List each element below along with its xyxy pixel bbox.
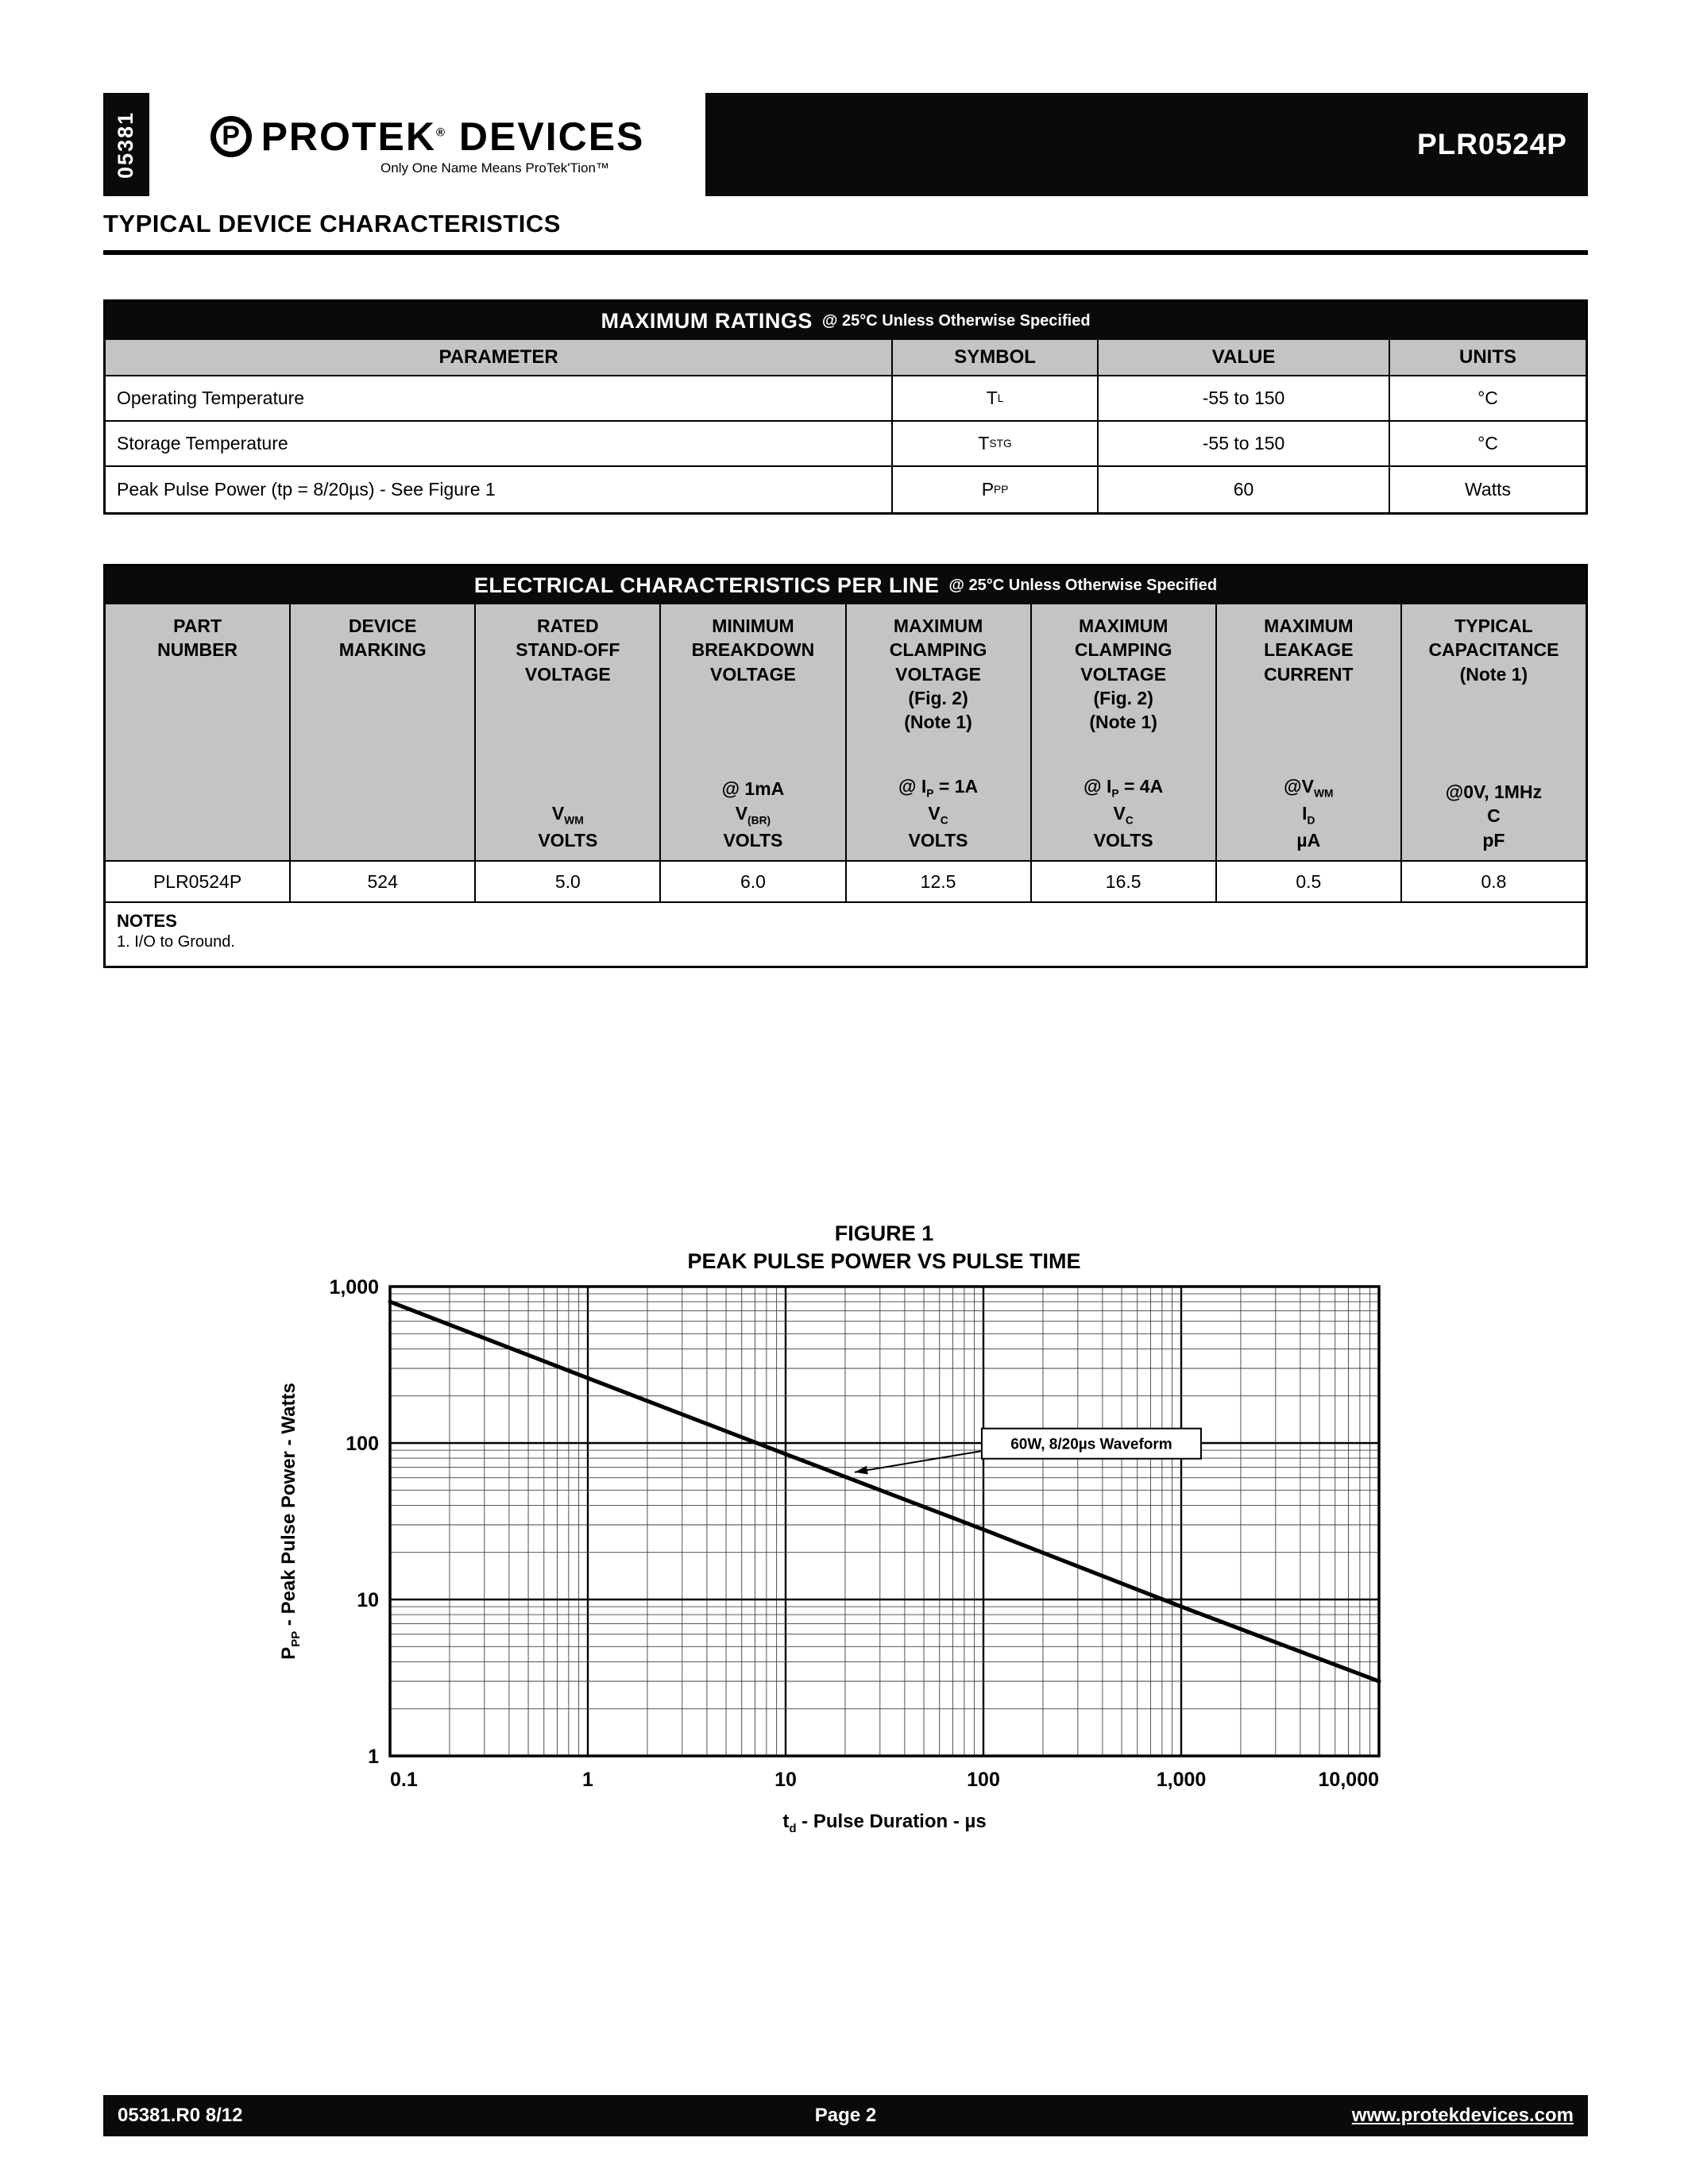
footer-website-link[interactable]: www.protekdevices.com	[1351, 2105, 1574, 2126]
table-cell-breakdown-voltage: 6.0	[661, 862, 847, 901]
footer-bar: 05381.R0 8/12 Page 2 www.protekdevices.c…	[103, 2095, 1588, 2136]
table-title: MAXIMUM RATINGS	[601, 308, 813, 333]
doc-number-tab: 05381	[103, 93, 149, 196]
figure1-chart: 0.1 1 10 100 1,000 10,000 1,000 100 10 1 td - Puls…	[278, 1276, 1381, 1835]
table-cell-clamping-voltage-4a: 16.5	[1032, 862, 1217, 901]
table-cell-standoff-voltage: 5.0	[476, 862, 662, 901]
title-rule	[103, 250, 1588, 255]
electrical-characteristics-table: ELECTRICAL CHARACTERISTICS PER LINE @ 25…	[103, 564, 1588, 968]
column-header-capacitance: TYPICAL CAPACITANCE (Note 1) @0V, 1MHz C…	[1428, 615, 1559, 851]
part-number-header: PLR0524P	[1417, 128, 1567, 160]
doc-number-vertical: 05381	[114, 110, 138, 179]
column-header-parameter: PARAMETER	[106, 340, 894, 375]
column-header-value: VALUE	[1099, 340, 1391, 375]
protek-wordmark: PROTEK® DEVICES	[261, 114, 645, 159]
table-cell-leakage-current: 0.5	[1217, 862, 1402, 901]
column-header-breakdown-voltage: MINIMUM BREAKDOWN VOLTAGE @ 1mA V(BR) VO…	[661, 604, 847, 860]
table-cell-part-number: PLR0524P	[106, 862, 292, 901]
svg-text:0.1: 0.1	[390, 1769, 418, 1791]
table-title-condition: @ 25°C Unless Otherwise Specified	[948, 576, 1218, 594]
table-cell-symbol: P PP	[893, 467, 1099, 512]
table-row: Storage Temperature T STG -55 to 150 °C	[106, 422, 1586, 467]
svg-text:60W, 8/20µs Waveform: 60W, 8/20µs Waveform	[1010, 1437, 1172, 1453]
table-cell-capacitance: 0.8	[1481, 870, 1507, 892]
column-header-clamping-voltage-4a: MAXIMUM CLAMPING VOLTAGE (Fig. 2) (Note …	[1032, 604, 1217, 860]
table-cell-parameter: Storage Temperature	[106, 422, 894, 465]
table-cell-value: 60	[1099, 467, 1391, 512]
footer-doc-revision: 05381.R0 8/12	[118, 2105, 243, 2126]
electrical-characteristics-header-row: PART NUMBER DEVICE MARKING RATED STAND-O…	[106, 604, 1586, 862]
table-cell-units: °C	[1477, 388, 1498, 408]
figure1-title: FIGURE 1	[834, 1221, 934, 1245]
registered-mark: ®	[435, 125, 446, 139]
maximum-ratings-table: MAXIMUM RATINGS @ 25°C Unless Otherwise …	[103, 299, 1588, 515]
notes-section: NOTES 1. I/O to Ground.	[106, 903, 1586, 966]
table-row: Peak Pulse Power (tp = 8/20µs) - See Fig…	[106, 467, 1586, 512]
svg-text:1,000: 1,000	[1157, 1769, 1207, 1791]
table-cell-value: -55 to 150	[1099, 422, 1391, 465]
note-line: 1. I/O to Ground.	[117, 933, 235, 951]
svg-text:PPP - Peak Pulse Power - Watts: PPP - Peak Pulse Power - Watts	[278, 1383, 303, 1660]
column-header-clamping-voltage-1a: MAXIMUM CLAMPING VOLTAGE (Fig. 2) (Note …	[847, 604, 1032, 860]
table-cell-value: -55 to 150	[1099, 376, 1391, 420]
column-header-leakage-current: MAXIMUM LEAKAGE CURRENT @VWM ID µA	[1217, 604, 1402, 860]
protek-logo-row: P PROTEK® DEVICES	[210, 114, 645, 160]
svg-text:td - Pulse Duration - µs: td - Pulse Duration - µs	[782, 1811, 986, 1835]
notes-title: NOTES	[117, 911, 177, 931]
header-bar: 05381 P PROTEK® DEVICES Only One Name Me…	[103, 93, 1588, 196]
table-cell-parameter: Operating Temperature	[106, 376, 894, 420]
table-cell-parameter: Peak Pulse Power (tp = 8/20µs) - See Fig…	[106, 467, 894, 512]
footer-page-number: Page 2	[814, 2105, 877, 2126]
maximum-ratings-title-bar: MAXIMUM RATINGS @ 25°C Unless Otherwise …	[106, 302, 1586, 340]
logo-icon-letter: P	[222, 121, 240, 151]
table-title-condition: @ 25°C Unless Otherwise Specified	[821, 311, 1091, 330]
svg-text:10,000: 10,000	[1319, 1769, 1379, 1791]
svg-text:100: 100	[967, 1769, 1000, 1791]
table-cell-device-marking: 524	[291, 862, 477, 901]
column-header-device-marking: DEVICE MARKING	[291, 604, 477, 860]
logo-tagline: Only One Name Means ProTek'Tion™	[380, 160, 609, 176]
electrical-characteristics-title-bar: ELECTRICAL CHARACTERISTICS PER LINE @ 25…	[106, 566, 1586, 604]
table-title: ELECTRICAL CHARACTERISTICS PER LINE	[473, 573, 940, 597]
table-cell-units: °C	[1477, 433, 1498, 453]
column-header-part-number: PART NUMBER	[106, 604, 292, 860]
table-cell-symbol: T STG	[893, 422, 1099, 465]
svg-text:10: 10	[357, 1589, 379, 1611]
figure1-subtitle: PEAK PULSE POWER VS PULSE TIME	[687, 1249, 1081, 1273]
maximum-ratings-header-row: PARAMETER SYMBOL VALUE UNITS	[106, 340, 1586, 376]
table-cell-units: Watts	[1465, 479, 1511, 500]
column-header-standoff-voltage: RATED STAND-OFF VOLTAGE VWM VOLTS	[476, 604, 662, 860]
svg-text:10: 10	[774, 1769, 797, 1791]
protek-logo: P PROTEK® DEVICES Only One Name Means Pr…	[149, 93, 705, 196]
table-cell-clamping-voltage-1a: 12.5	[847, 862, 1032, 901]
protek-logo-p-icon: P	[210, 115, 252, 157]
svg-text:1: 1	[582, 1769, 593, 1791]
svg-text:100: 100	[346, 1433, 379, 1455]
column-header-symbol: SYMBOL	[893, 340, 1099, 375]
table-row: PLR0524P 524 5.0 6.0 12.5 16.5 0.5 0.8	[106, 862, 1586, 903]
svg-text:1: 1	[368, 1746, 379, 1768]
column-header-units: UNITS	[1459, 346, 1517, 368]
page-title: TYPICAL DEVICE CHARACTERISTICS	[103, 210, 561, 237]
svg-text:1,000: 1,000	[329, 1276, 379, 1298]
